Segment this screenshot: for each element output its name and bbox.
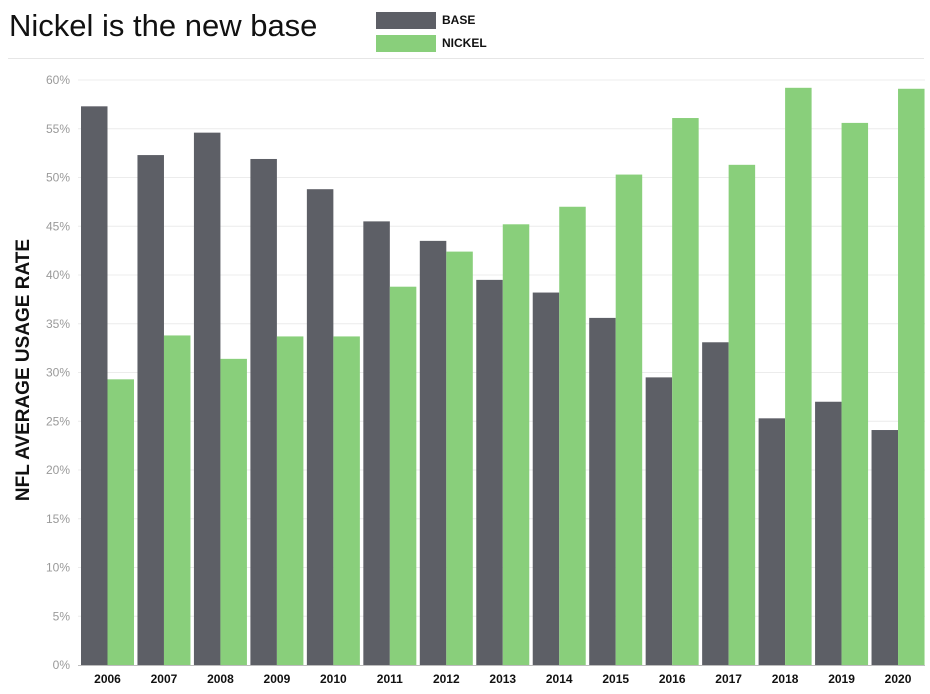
bar-nickel-2009 [276,336,304,665]
bar-nickel-2016 [672,118,699,665]
bar-base-2016 [645,377,673,665]
y-tick-label: 15% [46,512,70,526]
bar-nickel-2018 [785,87,812,666]
x-tick-label: 2016 [659,672,686,686]
legend-label-nickel: NICKEL [442,36,487,50]
bar-base-2011 [363,221,390,665]
bar-nickel-2010 [333,336,360,665]
legend-label-base: BASE [442,13,476,27]
bar-base-2010 [306,189,334,665]
x-tick-label: 2006 [94,672,121,686]
bar-base-2008 [193,132,221,665]
x-tick-label: 2014 [546,672,573,686]
legend-swatch-nickel [376,34,436,52]
bar-nickel-2012 [446,251,473,665]
bar-base-2020 [871,430,899,665]
x-tick-label: 2015 [602,672,629,686]
x-tick-label: 2020 [885,672,912,686]
legend: BASE NICKEL [376,10,487,56]
bar-nickel-2014 [559,206,586,665]
bar-base-2009 [250,158,277,665]
y-tick-label: 5% [53,609,71,623]
x-tick-label: 2017 [715,672,742,686]
x-tick-label: 2008 [207,672,234,686]
y-tick-label: 25% [46,414,70,428]
bar-base-2018 [758,418,786,665]
bar-base-2012 [419,240,447,665]
x-tick-label: 2013 [489,672,516,686]
bar-base-2007 [137,155,164,665]
y-tick-label: 35% [46,317,70,331]
legend-swatch-base [376,11,436,29]
x-tick-label: 2012 [433,672,460,686]
x-tick-label: 2010 [320,672,347,686]
legend-item-nickel: NICKEL [376,33,487,53]
x-tick-label: 2011 [377,672,403,686]
bar-nickel-2008 [220,358,247,665]
bar-nickel-2019 [841,122,869,665]
y-tick-label: 10% [46,561,70,575]
bar-nickel-2017 [728,164,756,665]
x-tick-label: 2018 [772,672,799,686]
bar-base-2019 [815,401,842,665]
bar-nickel-2013 [502,224,530,666]
y-tick-label: 0% [53,658,71,672]
x-tick-label: 2009 [264,672,291,686]
legend-item-base: BASE [376,10,487,30]
x-tick-label: 2019 [828,672,855,686]
bar-nickel-2006 [107,379,134,665]
bar-nickel-2020 [898,88,925,665]
y-tick-label: 45% [46,219,70,233]
y-tick-label: 30% [46,366,70,380]
bar-nickel-2007 [163,335,191,665]
bar-base-2014 [532,292,560,665]
y-tick-label: 20% [46,463,70,477]
bar-nickel-2015 [615,174,643,665]
bar-base-2013 [476,279,503,665]
y-tick-label: 60% [46,73,70,87]
header-divider [8,58,924,59]
y-tick-label: 55% [46,122,70,136]
bar-nickel-2011 [389,286,417,665]
y-tick-label: 40% [46,268,70,282]
chart-title: Nickel is the new base [9,8,318,43]
y-tick-label: 50% [46,171,70,185]
bar-base-2017 [702,342,729,665]
bar-base-2015 [589,317,616,665]
x-tick-label: 2007 [151,672,178,686]
bar-base-2006 [81,106,108,665]
